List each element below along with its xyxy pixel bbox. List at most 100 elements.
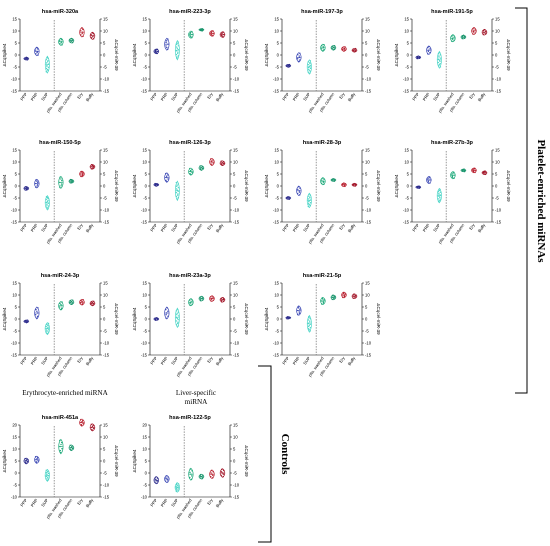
right-tick-label: -10 bbox=[233, 340, 240, 345]
category-label: Buffy bbox=[477, 222, 487, 233]
point-Ery bbox=[80, 424, 83, 427]
point-plts. washed bbox=[190, 478, 193, 480]
left-tick-label: -15 bbox=[403, 88, 410, 93]
point-plts. washed bbox=[61, 39, 63, 41]
point-plts. column bbox=[462, 168, 465, 171]
point-SUP bbox=[308, 315, 310, 318]
point-PRP bbox=[429, 48, 431, 50]
violin-plts. column bbox=[330, 178, 337, 182]
point-Ery bbox=[472, 33, 474, 35]
left-tick-label: -15 bbox=[11, 88, 18, 93]
left-tick-label: -10 bbox=[273, 76, 280, 81]
right-tick-label: 10 bbox=[365, 159, 370, 164]
left-tick-label: -10 bbox=[141, 494, 148, 499]
point-PRP bbox=[36, 51, 38, 54]
violin-Ery bbox=[209, 30, 215, 37]
right-tick-label: -5 bbox=[365, 195, 369, 200]
point-plts. washed bbox=[60, 307, 63, 309]
point-SUP bbox=[46, 471, 49, 473]
violin-plts. column bbox=[198, 295, 205, 302]
right-tick-label: 5 bbox=[495, 171, 498, 176]
point-SUP bbox=[176, 487, 179, 489]
point-PRP bbox=[164, 480, 167, 482]
point-Ery bbox=[212, 474, 214, 477]
left-axis-label: ΔCqSpike4 bbox=[264, 43, 269, 66]
point-Ery bbox=[81, 31, 84, 33]
point-plts. column bbox=[333, 180, 336, 182]
right-tick-label: 0 bbox=[495, 183, 498, 188]
point-SUP bbox=[307, 61, 310, 63]
point-PPP bbox=[156, 482, 158, 484]
violin-PPP bbox=[153, 48, 160, 55]
point-Ery bbox=[212, 297, 214, 299]
point-PRP bbox=[299, 59, 301, 61]
point-PRP bbox=[37, 48, 39, 50]
category-label: Ery bbox=[206, 497, 214, 506]
point-plts. column bbox=[199, 477, 201, 479]
point-SUP bbox=[176, 198, 178, 200]
point-SUP bbox=[46, 64, 48, 66]
right-axis-label: ΔCqcel-miR-39 bbox=[114, 170, 119, 202]
point-PPP bbox=[154, 476, 157, 478]
point-plts. column bbox=[69, 39, 71, 41]
point-Buffy bbox=[222, 469, 225, 472]
point-Buffy bbox=[92, 38, 95, 40]
left-tick-label: -10 bbox=[11, 494, 18, 499]
violin-plts. column bbox=[68, 37, 75, 44]
point-plts. washed bbox=[321, 45, 323, 47]
point-SUP bbox=[307, 198, 309, 200]
point-Ery bbox=[210, 158, 212, 160]
point-plts. column bbox=[463, 37, 466, 39]
left-tick-label: -5 bbox=[143, 482, 147, 487]
violin-Ery bbox=[209, 469, 215, 479]
category-label: PPP bbox=[19, 92, 28, 102]
point-SUP bbox=[307, 71, 309, 73]
point-plts. column bbox=[463, 170, 466, 173]
point-plts. washed bbox=[191, 168, 193, 171]
point-plts. column bbox=[463, 35, 466, 38]
right-tick-label: -15 bbox=[233, 352, 240, 357]
right-tick-label: -5 bbox=[495, 64, 499, 69]
right-tick-label: -10 bbox=[365, 76, 372, 81]
point-PPP bbox=[25, 462, 27, 465]
point-Buffy bbox=[482, 171, 485, 173]
category-label: PRP bbox=[30, 356, 39, 366]
point-PRP bbox=[297, 186, 300, 188]
point-PPP bbox=[156, 184, 159, 186]
point-PRP bbox=[427, 47, 429, 49]
point-PPP bbox=[156, 48, 159, 51]
point-PRP bbox=[298, 55, 300, 57]
violin-Buffy bbox=[481, 170, 488, 176]
point-plts. washed bbox=[189, 170, 191, 173]
point-PRP bbox=[36, 317, 38, 319]
point-plts. washed bbox=[61, 180, 63, 182]
left-tick-label: -10 bbox=[11, 207, 18, 212]
point-Ery bbox=[210, 298, 212, 301]
point-plts. washed bbox=[60, 441, 63, 444]
point-Ery bbox=[342, 46, 344, 49]
violin-SUP bbox=[44, 322, 50, 336]
point-PRP bbox=[165, 312, 168, 314]
point-Buffy bbox=[354, 296, 356, 299]
right-tick-label: 15 bbox=[365, 147, 370, 152]
point-SUP bbox=[309, 326, 312, 329]
left-tick-label: 15 bbox=[404, 147, 409, 152]
point-Buffy bbox=[222, 298, 225, 300]
point-plts. washed bbox=[321, 303, 323, 305]
point-Buffy bbox=[91, 32, 94, 34]
point-SUP bbox=[45, 198, 47, 201]
right-axis-label: ΔCqcel-miR-39 bbox=[114, 39, 119, 71]
point-SUP bbox=[45, 323, 48, 325]
chart-title: hsa-miR-150-5p bbox=[39, 140, 81, 146]
point-plts. washed bbox=[191, 33, 193, 36]
category-label: SUP bbox=[40, 223, 49, 233]
point-Buffy bbox=[92, 36, 94, 38]
chart-title: hsa-miR-21-5p bbox=[303, 273, 342, 279]
chart-title: hsa-miR-23a-3p bbox=[169, 273, 211, 279]
violin-plts. washed bbox=[450, 34, 456, 43]
point-PPP bbox=[26, 187, 28, 189]
right-tick-label: -5 bbox=[495, 195, 499, 200]
right-tick-label: -5 bbox=[103, 195, 107, 200]
point-plts. column bbox=[331, 296, 333, 299]
point-plts. column bbox=[70, 303, 73, 305]
